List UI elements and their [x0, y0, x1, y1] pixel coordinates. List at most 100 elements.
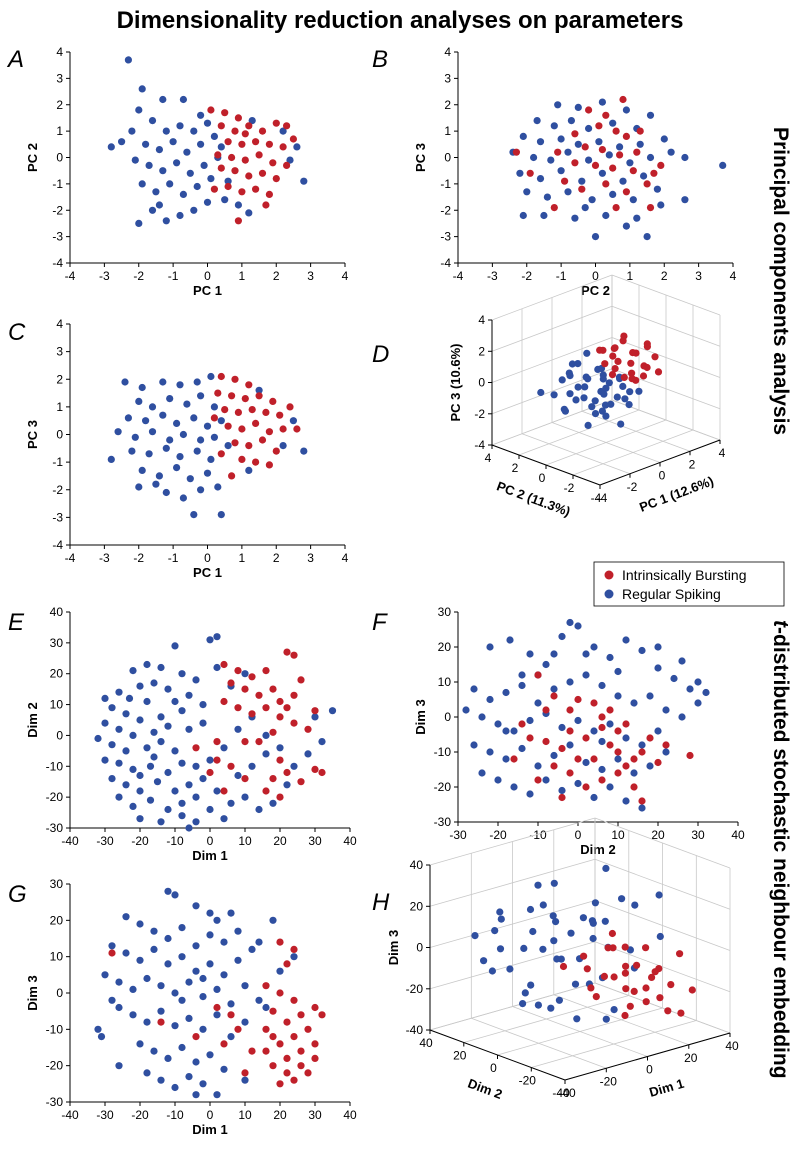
x-tick-label: 1	[239, 269, 246, 283]
data-point	[185, 1014, 193, 1023]
data-point	[638, 741, 646, 749]
x-tick-label: 0	[204, 551, 211, 565]
data-point	[646, 204, 655, 212]
series-intrinsically-bursting	[192, 648, 326, 801]
y-tick-label: -1	[52, 177, 63, 191]
data-point	[221, 109, 229, 117]
data-point	[164, 805, 172, 814]
data-point	[185, 978, 193, 986]
data-point	[622, 762, 630, 770]
y-tick-label: -3	[52, 510, 63, 524]
data-point	[206, 931, 214, 939]
data-point	[178, 759, 186, 767]
data-point	[558, 632, 566, 641]
data-point	[595, 138, 603, 146]
data-point	[598, 765, 606, 774]
data-point	[155, 146, 163, 154]
grid-line	[429, 858, 596, 907]
data-point	[614, 667, 622, 676]
data-point	[178, 996, 186, 1004]
data-point	[185, 824, 193, 832]
y-tick-label: -4	[591, 491, 602, 505]
data-point	[248, 945, 256, 954]
data-point	[192, 1058, 200, 1066]
data-point	[642, 984, 650, 992]
data-point	[662, 741, 670, 749]
data-point	[643, 233, 651, 241]
data-point	[622, 797, 630, 805]
data-point	[241, 670, 249, 678]
y-tick-label: 0	[56, 151, 63, 165]
data-point	[265, 140, 273, 148]
legend-box	[593, 561, 785, 607]
data-point	[157, 1007, 165, 1015]
data-point	[590, 727, 598, 735]
data-point	[494, 720, 502, 728]
data-point	[142, 140, 150, 148]
data-point	[197, 392, 205, 400]
data-point	[694, 699, 702, 707]
data-point	[566, 390, 574, 398]
data-point	[550, 937, 558, 945]
data-point	[519, 132, 527, 140]
data-point	[265, 461, 273, 469]
y-tick-label: -30	[46, 1095, 64, 1109]
data-point	[213, 663, 221, 672]
y-axis-label: PC 2 (11.3%)	[495, 478, 573, 519]
data-point	[622, 222, 631, 230]
data-point	[702, 688, 710, 697]
data-point	[159, 95, 167, 104]
data-point	[681, 196, 689, 204]
data-point	[614, 748, 622, 756]
data-point	[122, 913, 130, 921]
data-point	[231, 167, 239, 175]
data-point	[557, 135, 565, 143]
series-intrinsically-bursting	[210, 372, 301, 480]
data-point	[539, 901, 547, 909]
data-point	[523, 188, 531, 196]
data-point	[660, 135, 668, 143]
data-point	[185, 725, 193, 733]
data-point	[598, 776, 606, 784]
data-point	[227, 762, 235, 770]
data-point	[598, 713, 606, 721]
data-point	[470, 685, 478, 693]
data-point	[619, 177, 627, 185]
data-point	[613, 393, 621, 401]
data-point	[97, 1033, 106, 1041]
data-point	[646, 111, 655, 119]
x-tick-label: 0	[659, 469, 666, 483]
data-point	[214, 151, 222, 159]
y-tick-label: 30	[438, 605, 452, 619]
data-point	[283, 161, 291, 169]
grid-line	[491, 305, 613, 352]
data-point	[258, 169, 267, 177]
data-point	[283, 768, 291, 777]
data-point	[108, 704, 116, 712]
data-point	[588, 403, 596, 411]
data-point	[101, 694, 109, 703]
data-point	[619, 95, 627, 104]
data-point	[283, 1018, 291, 1026]
grid-line	[531, 1020, 697, 1068]
data-point	[241, 738, 249, 746]
data-point	[290, 691, 298, 699]
x-tick-label: -20	[131, 1108, 149, 1122]
data-point	[558, 786, 566, 795]
data-point	[166, 395, 174, 403]
grid-line	[611, 274, 721, 316]
data-point	[192, 793, 200, 801]
y-tick-label: 30	[50, 877, 64, 891]
grid-line	[594, 858, 731, 910]
data-point	[197, 486, 205, 494]
side-label-tsne: t-distributed stochastic neighbour embed…	[769, 620, 792, 1079]
data-point	[220, 744, 228, 752]
data-point	[245, 381, 253, 389]
data-point	[276, 1080, 284, 1088]
data-point	[193, 182, 201, 191]
data-point	[564, 188, 572, 196]
data-point	[234, 408, 242, 416]
x-axis-label: PC 1	[193, 283, 222, 298]
data-point	[566, 741, 574, 749]
